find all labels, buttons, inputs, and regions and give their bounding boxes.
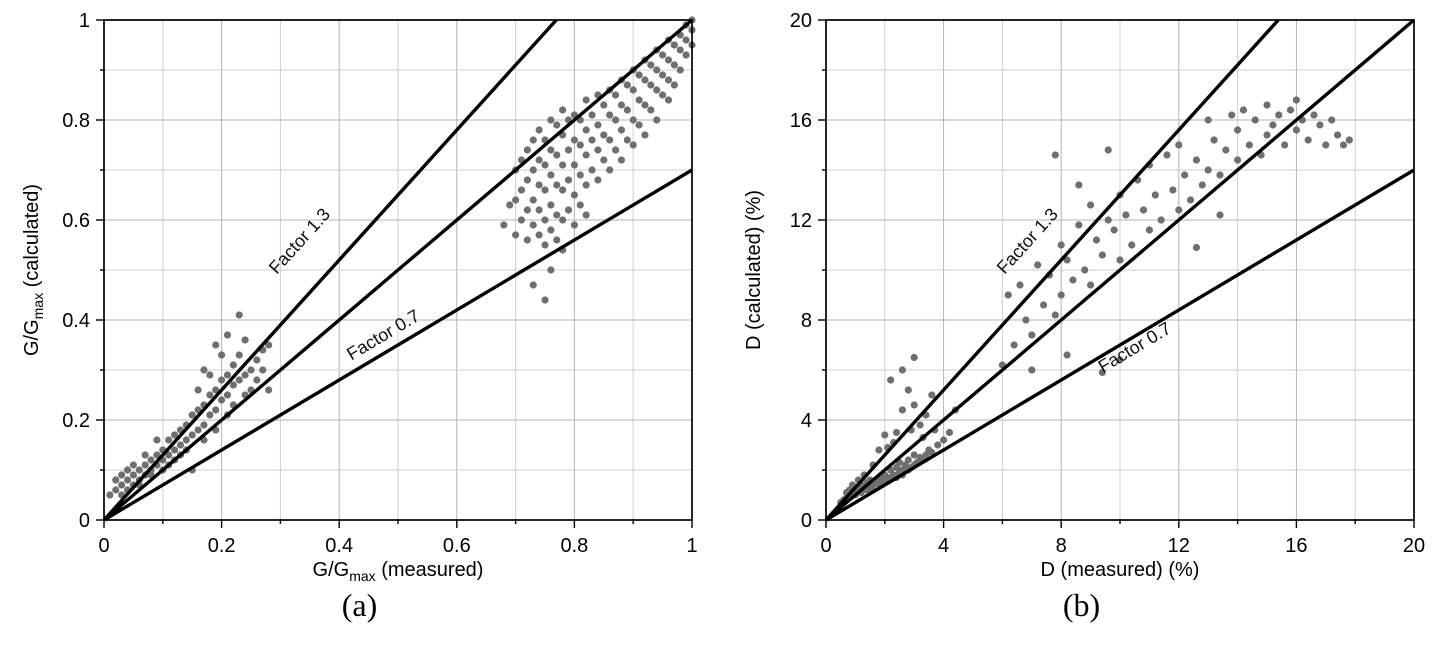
svg-text:0.6: 0.6 [62,210,90,232]
svg-text:16: 16 [789,110,811,132]
svg-text:4: 4 [800,410,811,432]
svg-text:0.4: 0.4 [62,310,90,332]
svg-text:Factor 1.3: Factor 1.3 [264,204,333,278]
svg-text:0.2: 0.2 [207,535,235,557]
svg-text:8: 8 [800,310,811,332]
svg-text:0.4: 0.4 [325,535,353,557]
svg-text:Factor 0.7: Factor 0.7 [1094,318,1174,377]
chart-b-canvas: Factor 1.3 Factor 0.7 0 4 8 12 16 20 0 4 8 12 16 20 D … [743,10,1425,581]
svg-text:4: 4 [938,535,949,557]
chart-a-caption: (a) [341,587,378,623]
svg-text:0: 0 [820,535,831,557]
chart-b: Factor 1.3 Factor 0.7 0 4 8 12 16 20 0 4 8 12 16 20 D … [734,6,1430,623]
svg-text:0.6: 0.6 [442,535,470,557]
svg-text:1: 1 [686,535,697,557]
svg-text:0: 0 [78,510,89,532]
figure-panel: Factor 1.3 Factor 0.7 0 0.2 0.4 0.6 0.8 1 0 0.2 0.… [12,6,1430,623]
svg-text:G/Gmax (calculated): G/Gmax (calculated) [21,184,46,356]
chart-b-caption: (b) [1062,587,1101,623]
svg-text:G/Gmax (measured): G/Gmax (measured) [312,559,483,584]
svg-text:16: 16 [1285,535,1307,557]
svg-text:D (measured) (%): D (measured) (%) [1040,559,1199,581]
svg-text:8: 8 [1055,535,1066,557]
svg-text:Factor 1.3: Factor 1.3 [992,204,1061,278]
svg-text:0.8: 0.8 [62,110,90,132]
svg-text:20: 20 [789,10,811,32]
svg-text:1: 1 [78,10,89,32]
svg-text:0: 0 [98,535,109,557]
svg-text:0: 0 [800,510,811,532]
svg-text:0.8: 0.8 [560,535,588,557]
svg-text:12: 12 [789,210,811,232]
svg-text:D (calculated) (%): D (calculated) (%) [743,190,765,350]
svg-text:20: 20 [1402,535,1424,557]
chart-a: Factor 1.3 Factor 0.7 0 0.2 0.4 0.6 0.8 1 0 0.2 0.… [12,6,708,623]
svg-text:0.2: 0.2 [62,410,90,432]
svg-text:12: 12 [1167,535,1189,557]
